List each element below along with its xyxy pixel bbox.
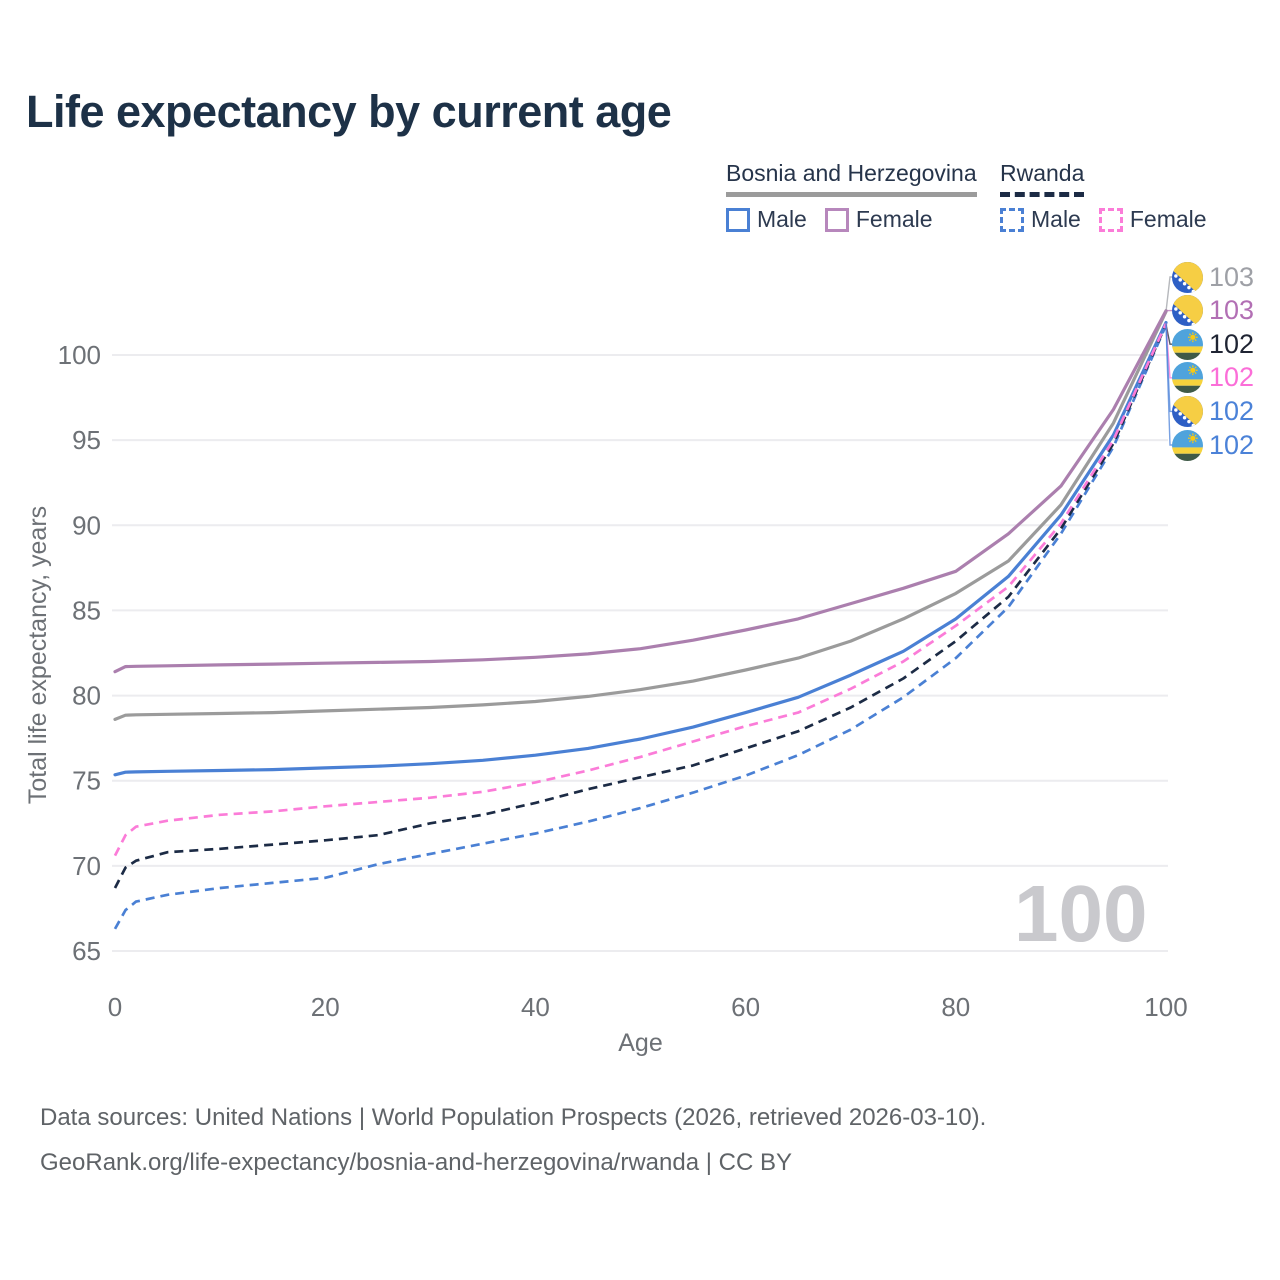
footer: Data sources: United Nations | World Pop… (40, 1104, 986, 1194)
x-tick-label: 0 (108, 992, 122, 1022)
legend-item-bosnia-female[interactable]: Female (824, 206, 933, 233)
rwanda-flag-icon (1172, 362, 1203, 394)
legend-item-label: Female (855, 206, 933, 232)
x-tick-label: 40 (521, 992, 550, 1022)
series-line-rwanda_female[interactable] (113, 322, 1168, 857)
rwanda-flag-icon (1172, 429, 1203, 461)
bosnia-flag-icon (1172, 261, 1203, 293)
end-label-row-bosnia_female[interactable]: 103 (1172, 294, 1254, 328)
x-tick-label: 80 (941, 992, 970, 1022)
x-axis-title: Age (618, 1029, 662, 1057)
x-tick-label: 20 (311, 992, 340, 1022)
end-label-value: 102 (1209, 362, 1255, 393)
series-line-rwanda_all[interactable] (113, 323, 1168, 889)
y-tick-label: 85 (72, 595, 101, 625)
bosnia-female-swatch-icon (824, 207, 849, 232)
attribution-text: GeoRank.org/life-expectancy/bosnia-and-h… (40, 1149, 792, 1176)
legend-item-rwanda-male[interactable]: Male (1000, 206, 1081, 233)
y-tick-label: 70 (72, 851, 101, 881)
rwanda-male-swatch-icon (1000, 207, 1024, 232)
rwanda-female-swatch-icon (1098, 207, 1123, 232)
x-tick-label: 60 (731, 992, 760, 1022)
end-label-value: 102 (1209, 328, 1255, 359)
series-line-bosnia_all[interactable] (113, 310, 1168, 721)
series-line-bosnia_male[interactable] (113, 321, 1168, 777)
end-label-value: 103 (1209, 261, 1255, 292)
bosnia-male-swatch-icon (726, 207, 750, 232)
end-label-row-bosnia_male[interactable]: 102 (1172, 394, 1254, 428)
end-label-row-bosnia_all[interactable]: 103 (1172, 260, 1254, 294)
legend-item-bosnia-male[interactable]: Male (726, 206, 807, 233)
end-label-row-rwanda_female[interactable]: 102 (1172, 361, 1254, 395)
series-line-bosnia_female[interactable] (113, 309, 1168, 674)
y-tick-label: 65 (72, 936, 101, 966)
y-tick-label: 95 (72, 425, 101, 455)
bosnia-flag-icon (1172, 395, 1203, 427)
y-axis-title: Total life expectancy, years (24, 506, 52, 804)
legend-country-bosnia[interactable]: Bosnia and Herzegovina (726, 160, 977, 197)
end-label-value: 102 (1209, 395, 1255, 426)
y-tick-label: 75 (72, 766, 101, 796)
legend-item-rwanda-female[interactable]: Female (1098, 206, 1207, 233)
legend-item-label: Male (1031, 206, 1081, 232)
bosnia-flag-icon (1172, 295, 1203, 327)
y-tick-label: 90 (72, 510, 101, 540)
end-label-row-rwanda_all[interactable]: 102 (1172, 327, 1254, 361)
y-tick-label: 100 (58, 340, 101, 370)
end-label-row-rwanda_male[interactable]: 102 (1172, 428, 1254, 462)
y-tick-label: 80 (72, 681, 101, 711)
legend-country-rwanda[interactable]: Rwanda (1000, 160, 1085, 197)
legend-group-rwanda: Rwanda Male Female (1000, 160, 1225, 233)
series-line-rwanda_male[interactable] (113, 324, 1168, 930)
legend-item-label: Male (757, 206, 807, 232)
rwanda-flag-icon (1172, 328, 1203, 360)
end-label-value: 103 (1209, 295, 1255, 326)
legend-group-bosnia: Bosnia and Herzegovina Male Female (726, 160, 977, 233)
legend-item-label: Female (1129, 206, 1207, 232)
hover-age-watermark: 100 (1014, 869, 1148, 958)
page-title: Life expectancy by current age (26, 86, 672, 137)
x-tick-label: 100 (1144, 992, 1187, 1022)
data-source-text: Data sources: United Nations | World Pop… (40, 1104, 987, 1131)
end-label-value: 102 (1209, 429, 1255, 460)
